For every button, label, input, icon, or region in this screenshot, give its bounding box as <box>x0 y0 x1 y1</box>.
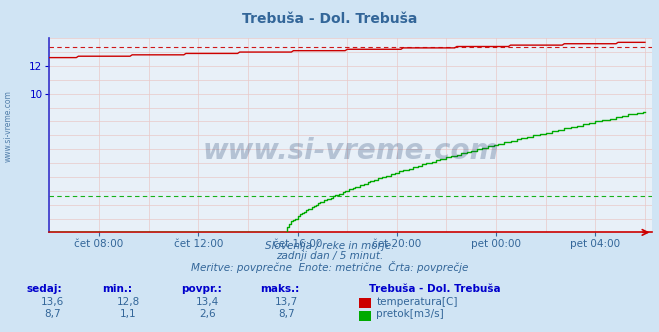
Text: temperatura[C]: temperatura[C] <box>376 297 458 307</box>
Text: pretok[m3/s]: pretok[m3/s] <box>376 309 444 319</box>
Text: maks.:: maks.: <box>260 284 300 294</box>
Text: 8,7: 8,7 <box>44 309 61 319</box>
Text: 12,8: 12,8 <box>117 297 140 307</box>
Text: 2,6: 2,6 <box>199 309 216 319</box>
Text: www.si-vreme.com: www.si-vreme.com <box>3 90 13 162</box>
Text: 13,6: 13,6 <box>41 297 65 307</box>
Text: min.:: min.: <box>102 284 132 294</box>
Text: 13,4: 13,4 <box>196 297 219 307</box>
Text: Meritve: povprečne  Enote: metrične  Črta: povprečje: Meritve: povprečne Enote: metrične Črta:… <box>191 261 468 273</box>
Text: Slovenija / reke in morje.: Slovenija / reke in morje. <box>265 241 394 251</box>
Text: Trebuša - Dol. Trebuša: Trebuša - Dol. Trebuša <box>242 12 417 26</box>
Text: 8,7: 8,7 <box>278 309 295 319</box>
Text: 1,1: 1,1 <box>120 309 137 319</box>
Text: 13,7: 13,7 <box>275 297 299 307</box>
Text: Trebuša - Dol. Trebuša: Trebuša - Dol. Trebuša <box>369 284 501 294</box>
Text: povpr.:: povpr.: <box>181 284 222 294</box>
Text: zadnji dan / 5 minut.: zadnji dan / 5 minut. <box>276 251 383 261</box>
Text: sedaj:: sedaj: <box>26 284 62 294</box>
Text: www.si-vreme.com: www.si-vreme.com <box>203 137 499 165</box>
